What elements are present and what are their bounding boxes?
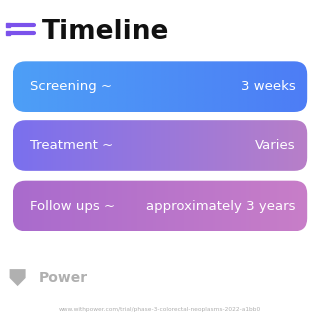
Text: Treatment ~: Treatment ~ — [30, 139, 114, 152]
Text: Follow ups ~: Follow ups ~ — [30, 199, 116, 213]
Text: www.withpower.com/trial/phase-3-colorectal-neoplasms-2022-a1bb0: www.withpower.com/trial/phase-3-colorect… — [59, 306, 261, 312]
Text: 3 weeks: 3 weeks — [241, 80, 296, 93]
Text: Timeline: Timeline — [42, 19, 169, 45]
Text: approximately 3 years: approximately 3 years — [147, 199, 296, 213]
Text: Screening ~: Screening ~ — [30, 80, 113, 93]
Text: Varies: Varies — [255, 139, 296, 152]
Polygon shape — [10, 269, 26, 286]
Text: Power: Power — [38, 271, 88, 285]
